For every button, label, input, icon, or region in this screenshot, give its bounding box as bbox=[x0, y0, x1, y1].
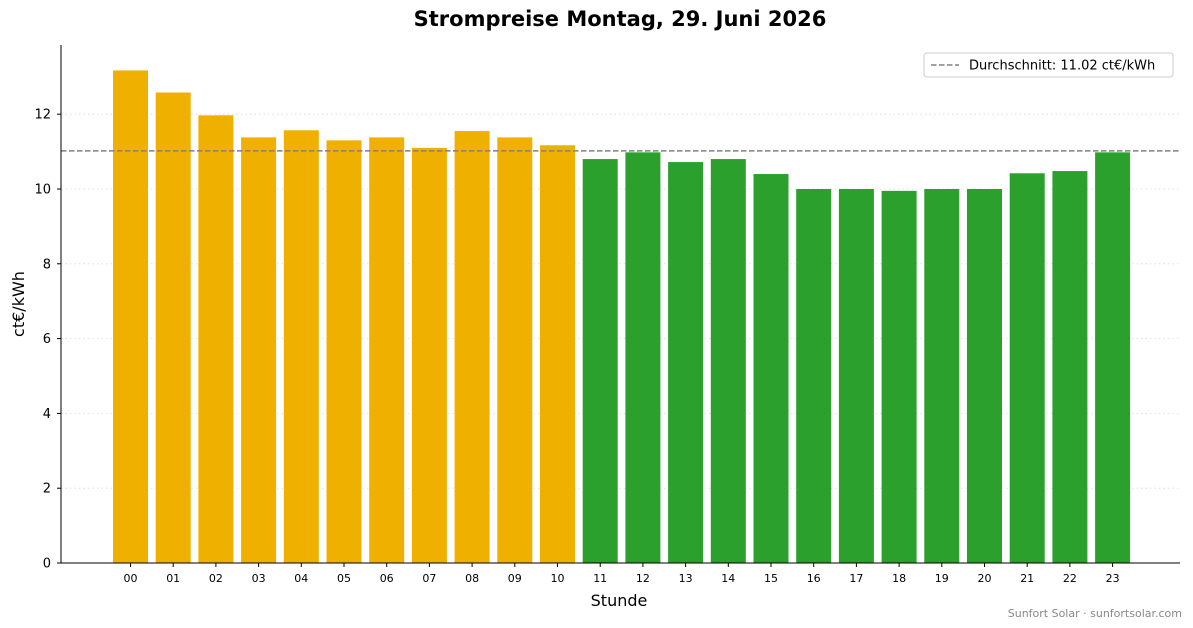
bar-hour-17 bbox=[838, 188, 874, 563]
x-tick-label: 07 bbox=[422, 572, 436, 585]
bar-hour-20 bbox=[967, 188, 1002, 563]
x-tick-label: 06 bbox=[380, 572, 394, 585]
bar-hour-03 bbox=[241, 137, 277, 564]
bar-hour-07 bbox=[411, 147, 447, 563]
legend: Durchschnitt: 11.02 ct€/kWh bbox=[923, 52, 1174, 78]
x-tick-label: 09 bbox=[508, 572, 522, 585]
bar-hour-22 bbox=[1052, 171, 1088, 563]
x-tick-label: 05 bbox=[337, 572, 351, 585]
bar-hour-15 bbox=[753, 174, 789, 564]
x-tick-label: 20 bbox=[978, 572, 992, 585]
x-tick-label: 11 bbox=[593, 572, 607, 585]
bar-hour-14 bbox=[710, 159, 746, 563]
bar-hour-01 bbox=[155, 92, 191, 564]
bar-hour-05 bbox=[326, 140, 362, 564]
bar-hour-18 bbox=[881, 190, 917, 564]
bar-hour-21 bbox=[1009, 173, 1045, 563]
x-tick-label: 16 bbox=[807, 572, 821, 585]
bar-hour-13 bbox=[668, 162, 704, 563]
x-tick-label: 08 bbox=[465, 572, 479, 585]
bar-hour-16 bbox=[796, 188, 832, 563]
y-ticks: 0 2 4 6 8 10 12 bbox=[34, 108, 61, 572]
legend-label: Durchschnitt: 11.02 ct€/kWh bbox=[969, 59, 1155, 74]
y-tick-label: 6 bbox=[43, 332, 51, 347]
bar-hour-23 bbox=[1095, 152, 1131, 563]
x-tick-label: 14 bbox=[721, 572, 735, 585]
x-tick-label: 23 bbox=[1106, 572, 1120, 585]
y-tick-label: 2 bbox=[43, 482, 51, 497]
bar-hour-00 bbox=[113, 70, 148, 563]
y-tick-label: 12 bbox=[34, 108, 51, 123]
x-tick-label: 17 bbox=[849, 572, 863, 585]
x-tick-label: 18 bbox=[892, 572, 906, 585]
x-tick-label: 00 bbox=[124, 572, 138, 585]
x-axis-label: Stunde bbox=[591, 591, 648, 610]
x-tick-label: 03 bbox=[252, 572, 266, 585]
bar-hour-10 bbox=[540, 145, 575, 563]
y-tick-label: 8 bbox=[43, 257, 51, 272]
x-tick-label: 19 bbox=[935, 572, 949, 585]
x-tick-label: 13 bbox=[679, 572, 693, 585]
x-tick-label: 01 bbox=[166, 572, 180, 585]
bar-hour-06 bbox=[369, 137, 405, 564]
chart-title: Strompreise Montag, 29. Juni 2026 bbox=[414, 7, 827, 31]
y-axis-label: ct€/kWh bbox=[9, 271, 28, 337]
x-tick-label: 21 bbox=[1020, 572, 1034, 585]
bar-hour-11 bbox=[582, 159, 618, 563]
bar-hour-09 bbox=[497, 137, 533, 564]
x-tick-label: 15 bbox=[764, 572, 778, 585]
x-tick-label: 12 bbox=[636, 572, 650, 585]
y-tick-label: 10 bbox=[34, 182, 51, 197]
x-ticks: 00 01 02 03 04 05 06 07 08 09 10 11 12 13 14 15 16 17 18 19… bbox=[124, 563, 1120, 585]
footer-credit: Sunfort Solar · sunfortsolar.com bbox=[1008, 607, 1182, 620]
axes bbox=[60, 45, 1180, 564]
x-tick-label: 22 bbox=[1063, 572, 1077, 585]
bar-hour-19 bbox=[924, 188, 960, 563]
x-tick-label: 04 bbox=[294, 572, 308, 585]
bar-hour-04 bbox=[283, 130, 319, 563]
bar-hour-08 bbox=[454, 131, 490, 563]
y-tick-label: 4 bbox=[43, 407, 51, 422]
legend-box bbox=[923, 52, 1174, 78]
y-tick-label: 0 bbox=[43, 557, 51, 572]
x-tick-label: 10 bbox=[551, 572, 565, 585]
bars bbox=[113, 70, 1131, 564]
bar-hour-02 bbox=[198, 115, 234, 563]
x-tick-label: 02 bbox=[209, 572, 223, 585]
bar-hour-12 bbox=[625, 152, 661, 563]
